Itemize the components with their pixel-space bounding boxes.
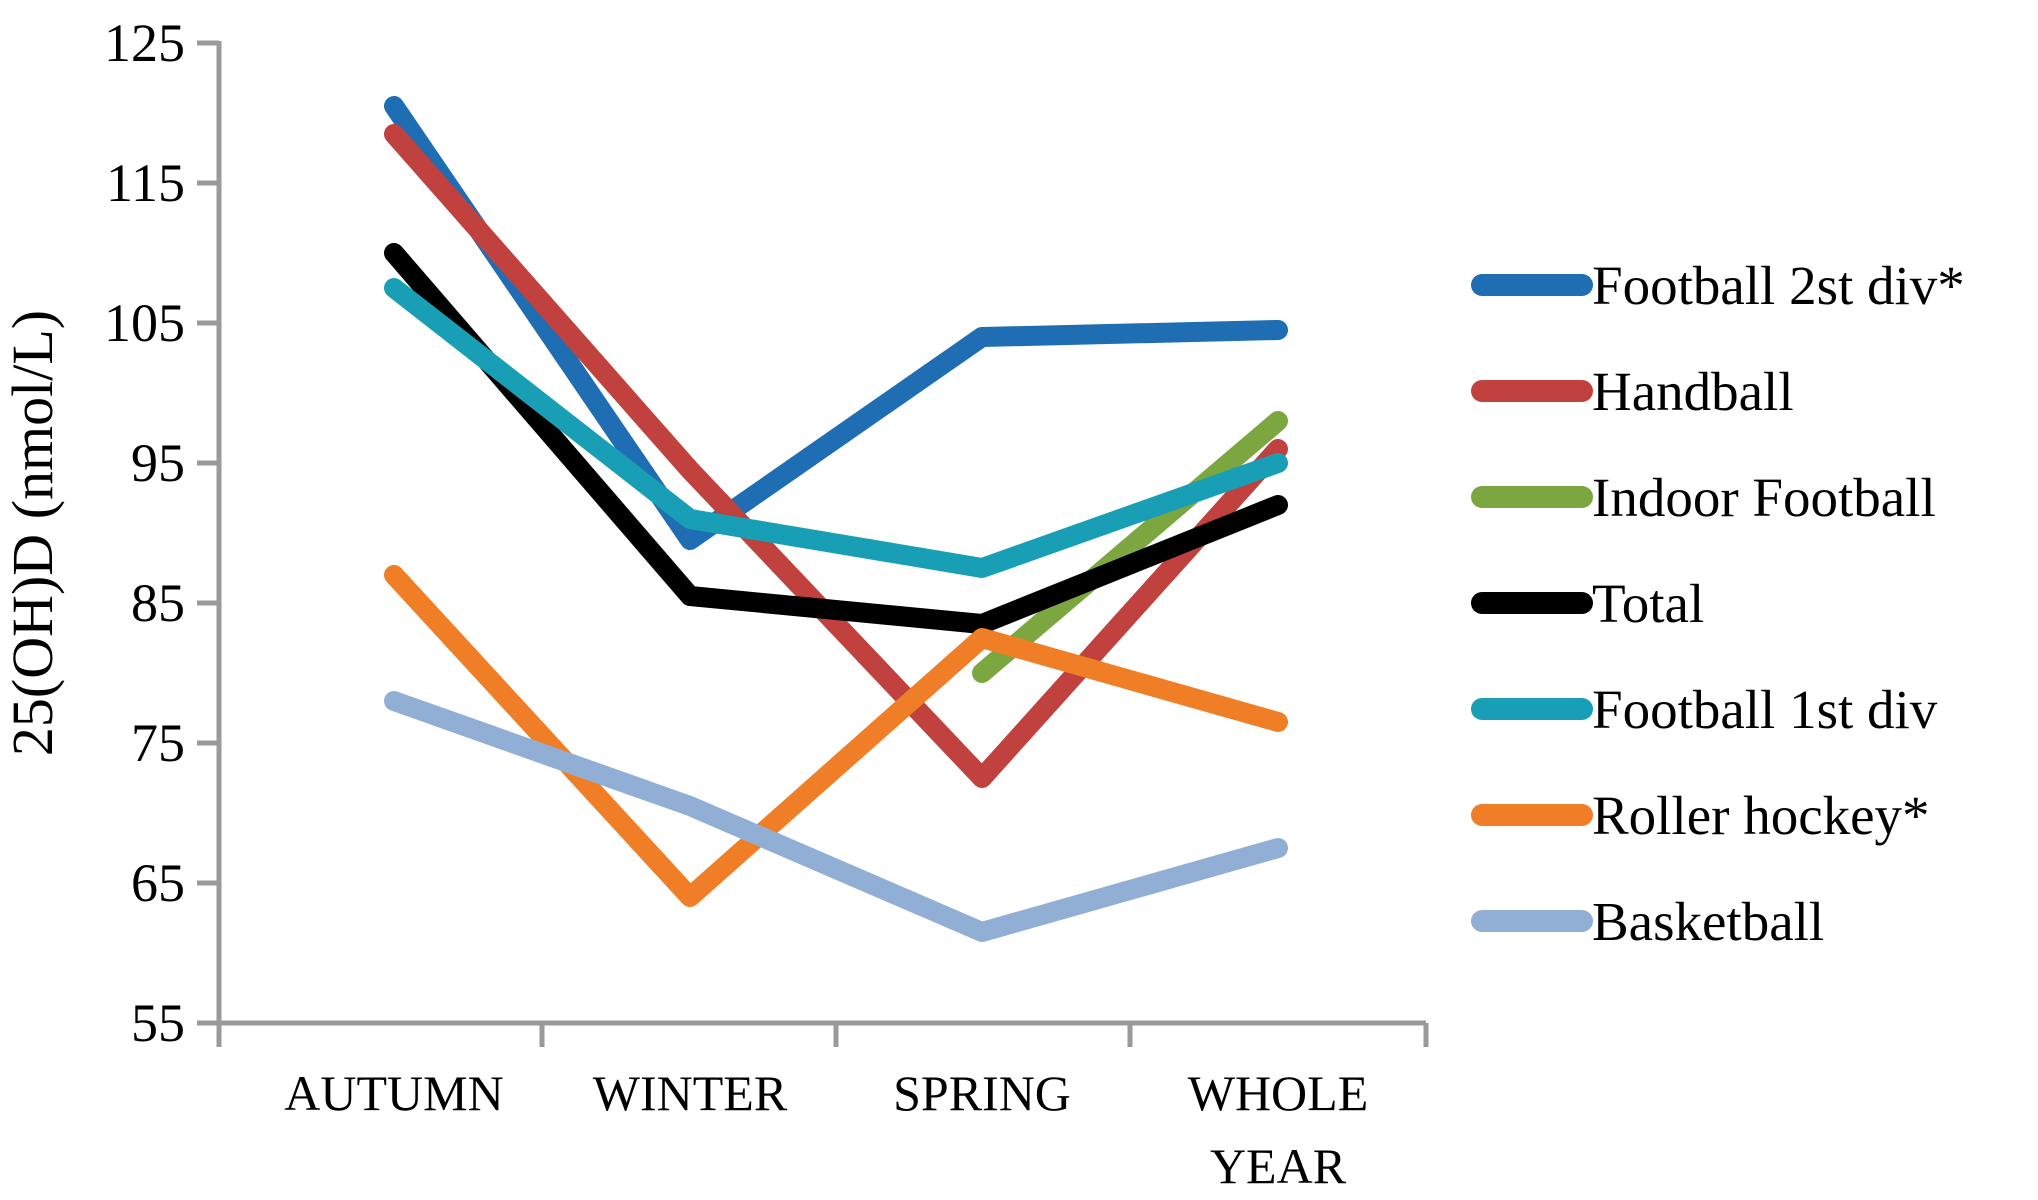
series-line-handball xyxy=(384,124,1288,788)
series-line-total xyxy=(384,243,1288,634)
y-tick-label: 105 xyxy=(104,293,185,353)
legend-layer: Football 2st div* Handball Indoor Football… xyxy=(1471,255,1965,952)
legend-item-handball: Handball xyxy=(1471,361,1794,422)
series-line-football-1st-div xyxy=(384,278,1288,578)
y-tick-label: 75 xyxy=(131,713,185,773)
series-line-indoor-football xyxy=(972,411,1288,683)
legend-item-basketball: Basketball xyxy=(1471,891,1824,952)
legend-label-football-2st-div: Football 2st div* xyxy=(1592,255,1965,316)
legend-label-handball: Handball xyxy=(1592,361,1794,422)
y-tick-label: 65 xyxy=(131,853,185,913)
legend-label-indoor-football: Indoor Football xyxy=(1592,467,1936,528)
legend-item-indoor-football: Indoor Football xyxy=(1471,467,1936,528)
y-tick-label: 95 xyxy=(131,433,185,493)
y-tick-label: 125 xyxy=(104,13,185,73)
x-category-label-autumn: AUTUMN xyxy=(284,1065,503,1121)
x-category-label-winter: WINTER xyxy=(593,1065,788,1121)
legend-item-total: Total xyxy=(1471,573,1704,634)
axes-layer: 55 65 75 85 95 105 115 125 AUTUMN WINTER SPRING WHO… xyxy=(104,13,1429,1194)
legend-label-football-1st-div: Football 1st div xyxy=(1592,679,1938,740)
legend-item-roller-hockey: Roller hockey* xyxy=(1471,785,1930,846)
legend-item-football-2st-div: Football 2st div* xyxy=(1471,255,1965,316)
y-tick-label: 55 xyxy=(131,993,185,1053)
legend-label-roller-hockey: Roller hockey* xyxy=(1592,785,1930,846)
legend-item-football-1st-div: Football 1st div xyxy=(1471,679,1938,740)
y-tick-label: 85 xyxy=(131,573,185,633)
legend-label-total: Total xyxy=(1592,573,1704,634)
x-category-label-spring: SPRING xyxy=(893,1065,1071,1121)
series-line-football-2st-div xyxy=(384,96,1288,550)
series-layer xyxy=(384,96,1288,942)
x-category-label-whole-year: WHOLE YEAR xyxy=(1188,1065,1369,1194)
y-tick-label: 115 xyxy=(106,153,185,213)
legend-label-basketball: Basketball xyxy=(1592,891,1824,952)
series-line-roller-hockey xyxy=(384,565,1288,907)
y-axis-title: 25(OH)D (nmol/L) xyxy=(0,310,65,756)
series-line-basketball xyxy=(384,691,1288,942)
